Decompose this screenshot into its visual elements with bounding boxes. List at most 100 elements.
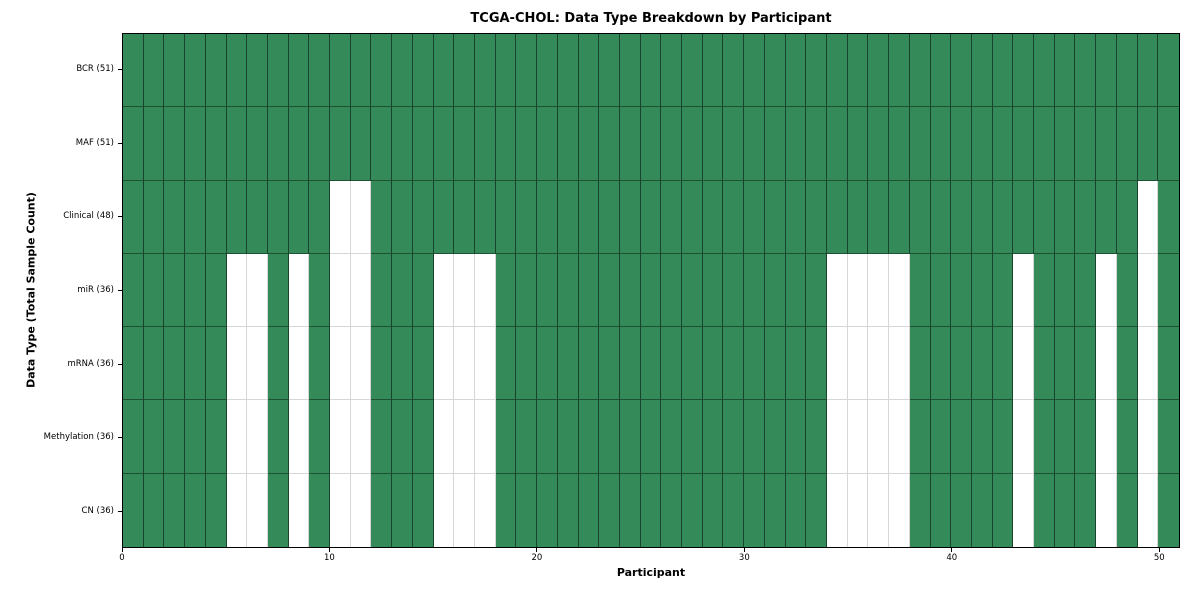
- heatmap-cell: [309, 253, 331, 328]
- heatmap-cell: [889, 107, 910, 181]
- heatmap-cell: [516, 253, 538, 328]
- heatmap-cell: [764, 400, 786, 474]
- heatmap-cell: [1116, 327, 1138, 401]
- heatmap-cell: [1137, 180, 1159, 254]
- heatmap-cell: [557, 34, 579, 108]
- heatmap-cell: [205, 34, 227, 108]
- heatmap-cell: [330, 180, 351, 254]
- x-tick-mark: [951, 548, 953, 552]
- heatmap-cell: [537, 400, 558, 474]
- heatmap-cell: [1075, 327, 1097, 401]
- heatmap-cell: [682, 253, 703, 328]
- heatmap-cell: [1116, 180, 1138, 254]
- heatmap-cell: [661, 327, 683, 401]
- heatmap-cell: [619, 180, 641, 254]
- heatmap-cell: [889, 473, 910, 547]
- heatmap-cell: [1158, 327, 1179, 401]
- x-tick-mark: [328, 548, 330, 552]
- heatmap-cell: [1158, 253, 1179, 328]
- heatmap-cell: [971, 327, 993, 401]
- heatmap-cell: [371, 107, 393, 181]
- heatmap-cell: [1116, 107, 1138, 181]
- heatmap-cell: [930, 107, 952, 181]
- heatmap-cell: [723, 34, 745, 108]
- heatmap-cell: [392, 327, 413, 401]
- heatmap-cell: [806, 34, 827, 108]
- heatmap-cell: [578, 400, 600, 474]
- heatmap-cell: [661, 180, 683, 254]
- heatmap-cell: [412, 107, 434, 181]
- heatmap-cell: [640, 180, 662, 254]
- heatmap-cell: [454, 400, 475, 474]
- heatmap-cell: [889, 253, 910, 328]
- heatmap-cell: [702, 253, 724, 328]
- heatmap-cell: [909, 180, 931, 254]
- heatmap-cell: [992, 180, 1014, 254]
- heatmap-cell: [537, 107, 558, 181]
- heatmap-cell: [1096, 400, 1117, 474]
- heatmap-cell: [475, 327, 496, 401]
- y-tick-label: MAF (51): [75, 137, 114, 148]
- heatmap-cell: [764, 180, 786, 254]
- heatmap-cell: [226, 180, 248, 254]
- heatmap-cell: [1116, 34, 1138, 108]
- heatmap-cell: [516, 34, 538, 108]
- heatmap-cell: [619, 473, 641, 547]
- heatmap-cell: [1034, 253, 1055, 328]
- heatmap-cell: [889, 180, 910, 254]
- heatmap-cell: [392, 253, 413, 328]
- heatmap-cell: [350, 34, 372, 108]
- heatmap-cell: [1013, 180, 1035, 254]
- heatmap-cell: [971, 473, 993, 547]
- heatmap-cell: [682, 107, 703, 181]
- y-tick-label: Methylation (36): [43, 432, 114, 443]
- heatmap-cell: [516, 473, 538, 547]
- heatmap-cell: [371, 180, 393, 254]
- heatmap-cell: [764, 34, 786, 108]
- heatmap-cell: [806, 107, 827, 181]
- heatmap-cell: [226, 34, 248, 108]
- heatmap-cell: [744, 107, 765, 181]
- heatmap-cell: [516, 327, 538, 401]
- heatmap-cell: [640, 473, 662, 547]
- heatmap-cell: [288, 253, 310, 328]
- heatmap-cell: [123, 473, 144, 547]
- heatmap-cell: [992, 327, 1014, 401]
- heatmap-cell: [185, 107, 206, 181]
- heatmap-cell: [164, 180, 186, 254]
- heatmap-cell: [392, 180, 413, 254]
- heatmap-cell: [205, 180, 227, 254]
- heatmap-cell: [723, 253, 745, 328]
- heatmap-cell: [785, 327, 807, 401]
- heatmap-cell: [619, 34, 641, 108]
- heatmap-cell: [1075, 107, 1097, 181]
- heatmap-cell: [164, 34, 186, 108]
- heatmap-cell: [868, 180, 890, 254]
- heatmap-cell: [661, 473, 683, 547]
- heatmap-cell: [1013, 400, 1035, 474]
- heatmap-cell: [433, 400, 455, 474]
- heatmap-cell: [164, 400, 186, 474]
- heatmap-cell: [412, 34, 434, 108]
- heatmap-cell: [827, 327, 848, 401]
- heatmap-cell: [537, 180, 558, 254]
- heatmap-cell: [185, 400, 206, 474]
- heatmap-cell: [164, 253, 186, 328]
- heatmap-cell: [951, 253, 972, 328]
- chart-title: TCGA-CHOL: Data Type Breakdown by Partic…: [470, 11, 832, 26]
- heatmap-cell: [1013, 107, 1035, 181]
- heatmap-cell: [1013, 34, 1035, 108]
- heatmap-cell: [495, 327, 517, 401]
- heatmap-cell: [557, 327, 579, 401]
- heatmap-cell: [454, 107, 475, 181]
- heatmap-cell: [1137, 34, 1159, 108]
- heatmap-cell: [392, 400, 413, 474]
- heatmap-cell: [350, 253, 372, 328]
- heatmap-cell: [288, 180, 310, 254]
- heatmap-cell: [847, 327, 869, 401]
- heatmap-cell: [1096, 34, 1117, 108]
- heatmap-cell: [599, 473, 620, 547]
- heatmap-cell: [785, 107, 807, 181]
- heatmap-cell: [247, 180, 268, 254]
- heatmap-cell: [371, 327, 393, 401]
